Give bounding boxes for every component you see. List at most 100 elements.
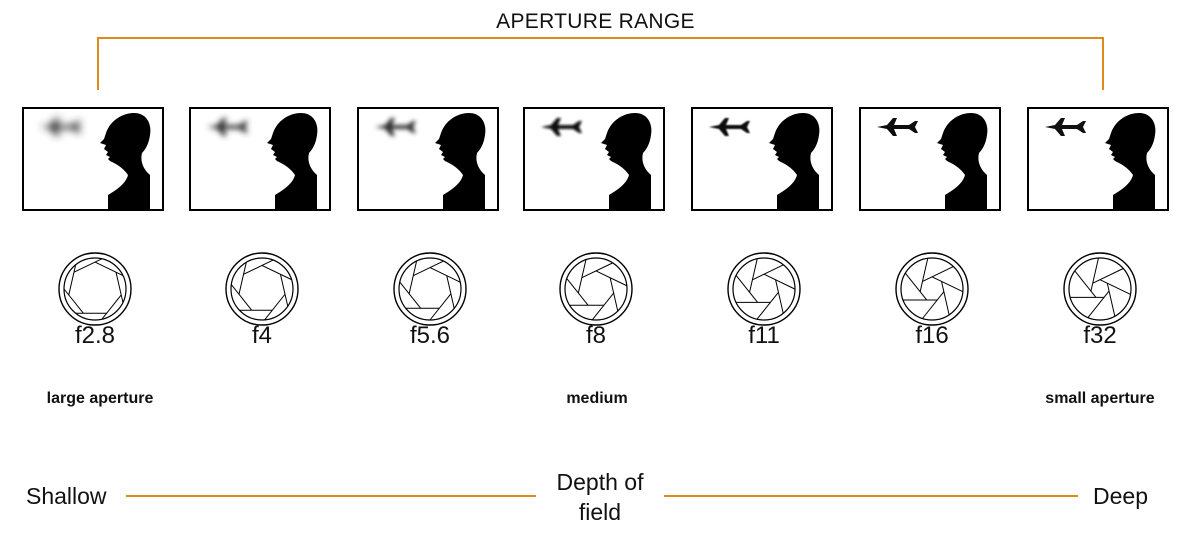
woman-silhouette-icon xyxy=(435,113,486,209)
iris-outer-ring xyxy=(727,252,801,326)
diagram-title: APERTURE RANGE xyxy=(496,10,695,33)
small-aperture-label: small aperture xyxy=(1045,390,1155,407)
scene-frame xyxy=(189,107,331,211)
iris-blade xyxy=(904,272,928,301)
woman-silhouette-icon xyxy=(1105,113,1156,209)
scene-frame xyxy=(523,107,665,211)
fstop-label: f16 xyxy=(915,322,949,349)
iris-blade xyxy=(763,273,796,290)
woman-silhouette-icon xyxy=(267,113,318,209)
iris-blade xyxy=(922,266,954,282)
fstop-label: f5.6 xyxy=(409,322,451,349)
shallow-line xyxy=(126,495,536,497)
depth-of-field-line1: Depth of xyxy=(556,469,644,495)
iris-blade xyxy=(399,281,422,309)
deep-line xyxy=(664,495,1078,497)
camera-iris-icon xyxy=(58,252,132,326)
scene-illustration xyxy=(1045,113,1156,209)
large-aperture-label: large aperture xyxy=(46,390,154,407)
woman-silhouette-icon xyxy=(601,113,652,209)
scene-illustration xyxy=(877,113,988,209)
iris-outer-ring xyxy=(58,252,132,326)
iris-outer-ring xyxy=(393,252,467,326)
scene-illustration xyxy=(709,113,820,209)
iris-outer-ring xyxy=(1063,252,1137,326)
iris-blade xyxy=(1074,270,1097,298)
iris-blade xyxy=(941,281,950,315)
medium-aperture-label: medium xyxy=(566,390,628,407)
aperture-range-bracket xyxy=(97,37,1104,90)
iris-inner-ring xyxy=(564,257,628,321)
iris-blade xyxy=(931,276,964,293)
airplane-icon xyxy=(541,118,582,136)
iris-blade xyxy=(775,279,784,314)
scene-frame xyxy=(859,107,1001,211)
iris-blade xyxy=(735,275,758,303)
iris-inner-ring xyxy=(1068,257,1132,321)
scene-illustration xyxy=(541,113,652,209)
airplane-icon xyxy=(877,118,918,136)
woman-silhouette-icon xyxy=(769,113,820,209)
iris-inner-ring xyxy=(900,257,964,321)
iris-blade xyxy=(581,262,613,279)
scene-illustration xyxy=(207,113,318,209)
iris-blade xyxy=(609,277,619,312)
scene-illustration xyxy=(40,113,151,209)
iris-blade xyxy=(1087,290,1110,318)
airplane-icon xyxy=(1045,118,1086,136)
airplane-icon xyxy=(207,118,248,136)
iris-blade xyxy=(1106,283,1116,317)
iris-blade xyxy=(566,278,589,306)
iris-blade xyxy=(68,264,77,296)
scene-frame xyxy=(691,107,833,211)
bracket-line xyxy=(97,37,1104,90)
woman-silhouette-icon xyxy=(937,113,988,209)
camera-iris-icon xyxy=(393,252,467,326)
iris-outer-ring xyxy=(895,252,969,326)
iris-blade xyxy=(101,294,122,320)
camera-iris-icon xyxy=(559,252,633,326)
airplane-icon xyxy=(40,118,81,136)
scene-illustration xyxy=(375,113,486,209)
shallow-label: Shallow xyxy=(26,483,107,509)
scene-frame xyxy=(22,107,164,211)
airplane-icon xyxy=(709,118,750,136)
fstop-label: f2.8 xyxy=(74,322,116,349)
iris-outer-ring xyxy=(225,252,299,326)
camera-iris-icon xyxy=(225,252,299,326)
iris-blade xyxy=(1099,279,1131,295)
iris-outer-ring xyxy=(559,252,633,326)
iris-blade xyxy=(279,274,289,307)
iris-blade xyxy=(429,267,461,283)
woman-silhouette-icon xyxy=(100,113,151,209)
camera-iris-icon xyxy=(727,252,801,326)
iris-blade xyxy=(919,258,929,292)
camera-iris-icon xyxy=(895,252,969,326)
depth-of-field-line2: field xyxy=(578,499,622,525)
iris-blade xyxy=(264,293,286,321)
iris-blade xyxy=(94,261,124,277)
fstop-label: f11 xyxy=(748,322,780,349)
depth-of-field-label: Depth of field xyxy=(535,467,665,527)
scene-frame xyxy=(357,107,499,211)
iris-blade xyxy=(230,284,253,311)
iris-blade xyxy=(752,264,784,281)
iris-blade xyxy=(595,270,628,287)
deep-label: Deep xyxy=(1093,483,1148,509)
iris-inner-ring xyxy=(63,257,127,321)
iris-blade xyxy=(749,258,758,293)
iris-blade xyxy=(243,259,274,275)
iris-blade xyxy=(115,272,124,303)
fstop-label: f4 xyxy=(251,322,272,349)
fstop-label: f8 xyxy=(585,322,606,349)
iris-blade xyxy=(238,262,247,295)
iris-blade xyxy=(1092,268,1124,284)
iris-blade xyxy=(756,291,779,320)
iris-blade xyxy=(922,291,945,319)
iris-blade xyxy=(408,260,418,294)
iris-blade xyxy=(73,258,103,273)
iris-blade xyxy=(63,288,84,314)
iris-inner-ring xyxy=(230,257,294,321)
iris-blade xyxy=(1090,257,1099,292)
airplane-icon xyxy=(375,118,416,136)
